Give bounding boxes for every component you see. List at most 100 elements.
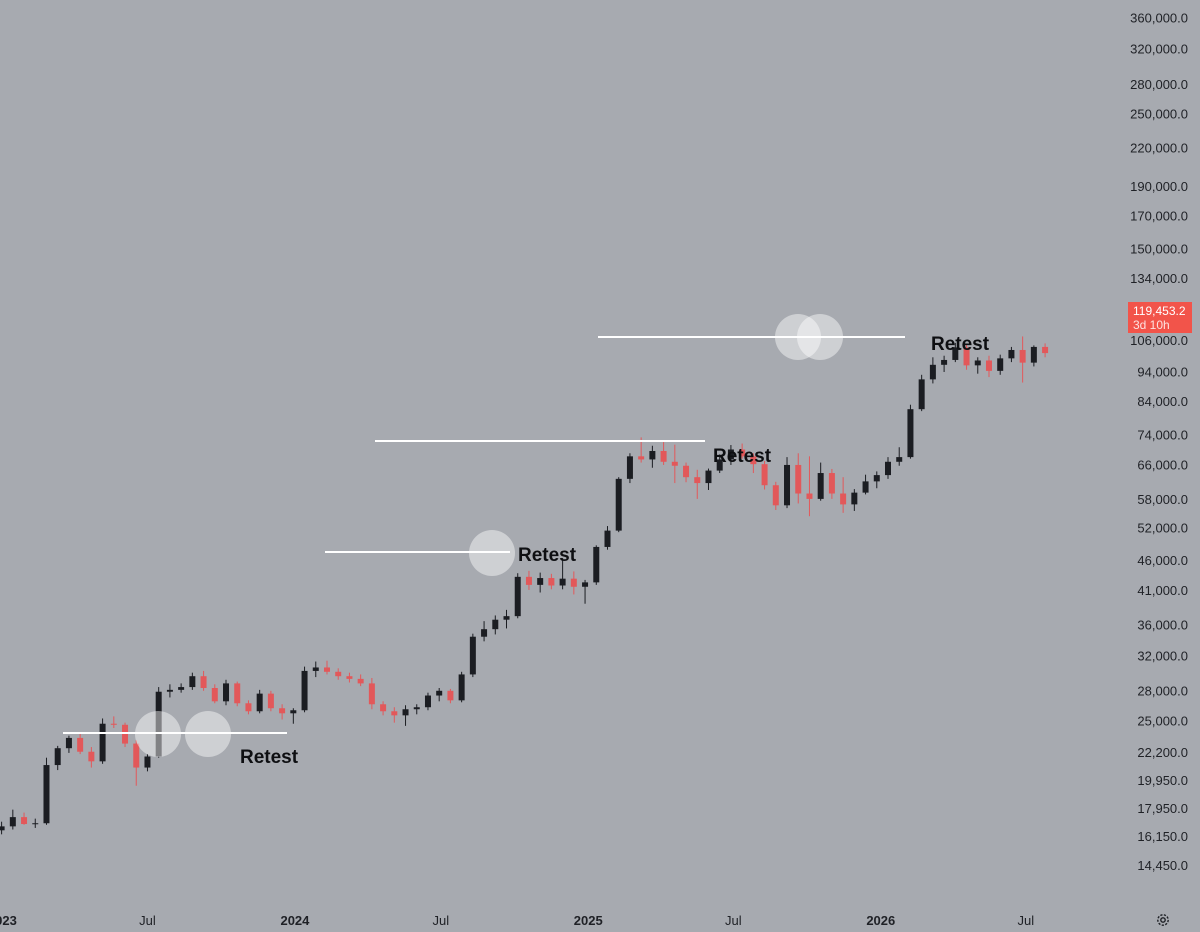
candle-body <box>941 359 948 365</box>
retest-circle-3 <box>469 530 515 576</box>
candle-58 <box>649 445 656 468</box>
candle-30 <box>335 668 342 680</box>
candle-body <box>974 360 981 366</box>
candle-44 <box>492 615 499 635</box>
candle-6 <box>65 735 72 753</box>
candle-65 <box>727 445 734 465</box>
candle-35 <box>391 707 398 723</box>
candle-27 <box>301 666 308 713</box>
candle-body <box>952 347 959 360</box>
candle-body <box>784 464 791 506</box>
candle-19 <box>211 684 218 704</box>
candle-60 <box>671 444 678 484</box>
candle-75 <box>840 477 847 513</box>
candle-body <box>671 461 678 466</box>
candle-body <box>907 409 914 458</box>
candle-46 <box>514 573 521 619</box>
candle-body <box>525 576 532 585</box>
candle-62 <box>694 469 701 499</box>
candle-body <box>413 707 420 710</box>
candle-body <box>862 481 869 493</box>
candle-body <box>88 751 95 762</box>
candle-13 <box>144 754 151 772</box>
candle-body <box>133 743 140 768</box>
candle-body <box>110 723 117 725</box>
candle-body <box>739 449 746 457</box>
candle-18 <box>200 670 207 691</box>
candle-88 <box>985 355 992 378</box>
gear-icon[interactable] <box>1155 912 1171 928</box>
x-tick-label: Jul <box>725 913 742 928</box>
candle-body <box>1019 349 1026 363</box>
candle-81 <box>907 404 914 459</box>
retest-label-1: Retest <box>240 747 299 768</box>
y-tick-label: 22,200.0 <box>1137 745 1188 760</box>
retest-annotations: Retest Retest Retest Retest <box>63 314 990 768</box>
candle-body <box>178 687 185 690</box>
candle-32 <box>357 674 364 687</box>
candle-body <box>391 711 398 716</box>
candle-body <box>885 461 891 476</box>
candle-52 <box>582 579 589 604</box>
candle-25 <box>279 704 286 720</box>
candle-24 <box>267 690 274 712</box>
candle-71 <box>795 453 802 504</box>
candle-body <box>189 676 196 688</box>
time-axis[interactable]: 2023 Jul 2024 Jul 2025 Jul 2026 Jul <box>0 913 1034 928</box>
candle-48 <box>537 572 544 593</box>
candle-84 <box>941 355 948 372</box>
candle-body <box>615 478 622 531</box>
candle-body <box>65 737 72 749</box>
candle-body <box>1030 346 1037 363</box>
candle-body <box>503 616 510 620</box>
y-tick-label: 74,000.0 <box>1137 428 1188 443</box>
candle-body <box>963 347 970 366</box>
candle-70 <box>784 457 791 509</box>
x-tick-label: 2023 <box>0 913 17 928</box>
candle-69 <box>772 481 779 510</box>
candle-body <box>0 826 5 831</box>
retest-label-2: Retest <box>518 545 577 566</box>
x-tick-label: 2026 <box>866 913 895 928</box>
candle-76 <box>851 489 858 511</box>
candle-body <box>223 683 230 702</box>
candle-16 <box>178 683 185 693</box>
y-tick-label: 16,150.0 <box>1137 829 1188 844</box>
price-axis[interactable]: 360,000.0 320,000.0 280,000.0 250,000.0 220,… <box>1130 11 1188 873</box>
candle-body <box>122 724 129 744</box>
candle-body <box>537 578 544 585</box>
retest-circle-5 <box>797 314 843 360</box>
candle-body <box>346 676 353 679</box>
candle-78 <box>873 471 880 489</box>
candle-body <box>256 693 263 712</box>
retest-label-4: Retest <box>931 334 990 355</box>
candle-body <box>582 582 589 587</box>
candle-body <box>772 485 779 506</box>
y-tick-label: 250,000.0 <box>1130 107 1188 122</box>
candle-body <box>290 710 297 714</box>
candle-63 <box>705 468 712 490</box>
y-tick-label: 58,000.0 <box>1137 492 1188 507</box>
y-tick-label: 32,000.0 <box>1137 649 1188 664</box>
candle-body <box>99 723 106 762</box>
y-tick-label: 280,000.0 <box>1130 77 1188 92</box>
candles-layer <box>0 336 1049 835</box>
candle-55 <box>615 477 622 533</box>
candle-90 <box>1008 346 1015 363</box>
candle-45 <box>503 609 510 629</box>
retest-circle-1 <box>135 711 181 757</box>
candle-17 <box>189 672 196 690</box>
candle-56 <box>626 453 633 484</box>
candle-72 <box>806 456 813 517</box>
candle-body <box>548 578 555 586</box>
y-tick-label: 14,450.0 <box>1137 858 1188 873</box>
candle-86 <box>963 343 970 370</box>
y-tick-label: 28,000.0 <box>1137 684 1188 699</box>
candle-body <box>727 449 734 460</box>
candle-42 <box>469 633 476 678</box>
candle-body <box>593 546 600 583</box>
x-tick-label: 2025 <box>574 913 603 928</box>
candle-body <box>279 708 286 714</box>
candle-80 <box>896 447 903 466</box>
